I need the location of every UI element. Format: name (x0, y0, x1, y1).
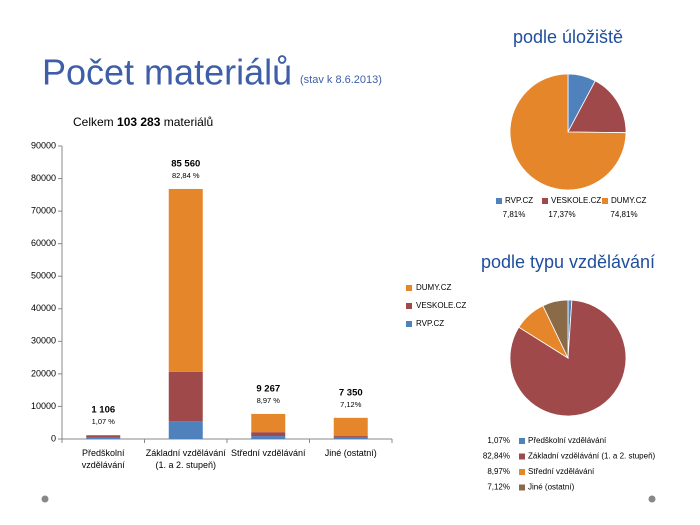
legend-swatch (519, 438, 525, 444)
legend-label: DUMY.CZ (416, 283, 452, 292)
bar-total-label: 7 350 (339, 387, 363, 398)
subtitle-suffix: materiálů (164, 115, 213, 129)
legend-swatch (519, 484, 525, 491)
subtitle-total: 103 283 (117, 115, 161, 129)
value-label: 82,84% (483, 452, 510, 461)
bullet (648, 495, 656, 503)
bar-segment (251, 432, 286, 437)
bar-segment (251, 413, 286, 433)
bullet (41, 495, 49, 503)
legend-swatch (406, 285, 412, 291)
subtitle: Celkem 103 283 materiálů (73, 115, 213, 129)
y-tick-label: 60000 (31, 238, 56, 248)
y-tick-label: 90000 (31, 140, 56, 150)
bar-total-label: 1 106 (91, 405, 115, 416)
bar-segment (168, 421, 203, 439)
pie-slice (509, 73, 627, 191)
x-tick-label: Střední vzdělávání (231, 448, 306, 458)
legend-swatch (602, 198, 608, 204)
x-tick-label: Základní vzdělávání (1. a 2. stupeň) (146, 448, 227, 470)
bar-segment (168, 188, 203, 372)
bar-segment (333, 437, 368, 439)
value-label: 7,12% (487, 483, 510, 492)
pie-slice (567, 80, 627, 134)
legend-swatch (406, 303, 412, 309)
legend-label: Střední vzdělávání (528, 467, 595, 476)
legend-label: RVP.CZ (416, 319, 444, 328)
legend-label: VESKOLE.CZ (416, 301, 466, 310)
legend-swatch (496, 198, 502, 204)
bar-segment (168, 371, 203, 422)
y-tick-label: 40000 (31, 303, 56, 313)
legend-swatch (406, 321, 412, 327)
legend-label: Jiné (ostatní) (528, 483, 575, 492)
value-label: 17,37% (548, 210, 575, 219)
legend-label: VESKOLE.CZ (551, 196, 601, 205)
legend-label: Předškolní vzdělávání (528, 436, 607, 445)
bar-total-label: 85 560 (171, 158, 200, 169)
y-tick-label: 20000 (31, 368, 56, 378)
value-label: 7,81% (503, 210, 526, 219)
bar-share-label: 7,12% (340, 400, 362, 409)
bar-segment (251, 436, 286, 439)
bar-share-label: 1,07 % (92, 417, 116, 426)
legend-swatch (519, 469, 525, 475)
y-tick-label: 0 (51, 433, 56, 443)
y-tick-label: 30000 (31, 336, 56, 346)
x-tick-label: Jiné (ostatní) (325, 448, 377, 458)
value-label: 1,07% (487, 436, 510, 445)
pie-title: podle úložiště (513, 27, 623, 47)
pie-title: podle typu vzdělávání (481, 252, 655, 272)
bar-share-label: 8,97 % (257, 396, 281, 405)
subtitle-prefix: Celkem (73, 115, 114, 129)
legend-label: RVP.CZ (505, 196, 533, 205)
bar-segment (333, 417, 368, 437)
legend-label: Základní vzdělávání (1. a 2. stupeň) (528, 452, 656, 461)
bar-share-label: 82,84 % (172, 171, 200, 180)
y-tick-label: 80000 (31, 173, 56, 183)
legend-swatch (542, 198, 548, 204)
legend-label: DUMY.CZ (611, 196, 647, 205)
y-tick-label: 50000 (31, 271, 56, 281)
bar-segment (86, 437, 121, 439)
y-tick-label: 70000 (31, 205, 56, 215)
pie-slice (542, 299, 569, 359)
bar-segment (86, 435, 121, 438)
x-tick-label: Předškolní vzdělávání (82, 448, 126, 470)
bar-total-label: 9 267 (256, 383, 280, 394)
slide-title: Počet materiálů (42, 52, 292, 93)
legend-swatch (519, 453, 525, 460)
value-label: 74,81% (610, 210, 637, 219)
bar-segment (333, 436, 368, 438)
title-note: (stav k 8.6.2013) (300, 74, 382, 86)
value-label: 8,97% (487, 467, 510, 476)
y-tick-label: 10000 (31, 401, 56, 411)
